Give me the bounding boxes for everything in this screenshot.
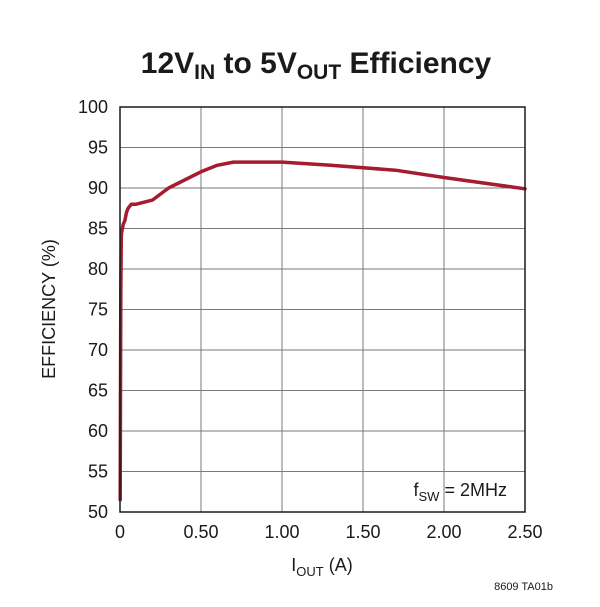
y-axis-label: EFFICIENCY (%) [39,239,59,379]
y-tick-label: 95 [88,138,108,158]
grid-lines [119,106,526,513]
x-tick-labels: 0 0.50 1.00 1.50 2.00 2.50 [115,522,543,542]
x-tick-label: 2.50 [507,522,542,542]
y-tick-label: 60 [88,421,108,441]
y-tick-label: 80 [88,259,108,279]
y-tick-label: 85 [88,219,108,239]
switching-frequency-annotation: fSW = 2MHz [414,480,508,504]
x-axis-label: IOUT (A) [291,555,352,579]
plot-frame [119,106,526,513]
y-tick-label: 100 [78,97,108,117]
y-tick-label: 70 [88,340,108,360]
x-tick-label: 1.00 [264,522,299,542]
x-tick-label: 0.50 [183,522,218,542]
y-tick-label: 55 [88,462,108,482]
y-tick-label: 75 [88,300,108,320]
y-tick-label: 90 [88,178,108,198]
y-tick-labels: 50 55 60 65 70 75 80 85 90 95 100 [78,97,108,522]
x-tick-label: 2.00 [426,522,461,542]
x-tick-label: 0 [115,522,125,542]
chart-title: 12VIN to 5VOUT Efficiency [141,47,492,84]
efficiency-curve-layer [118,160,527,502]
y-tick-label: 50 [88,502,108,522]
y-tick-label: 65 [88,381,108,401]
figure-code: 8609 TA01b [494,581,553,593]
efficiency-curve [118,160,527,502]
x-tick-label: 1.50 [345,522,380,542]
